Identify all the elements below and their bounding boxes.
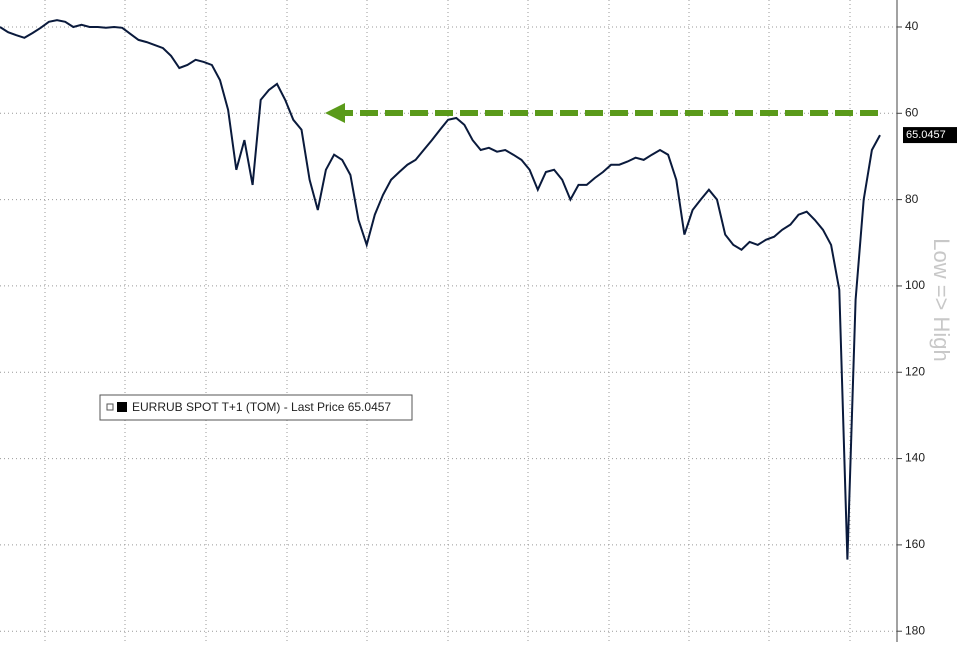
y-tick-label: 120: [905, 364, 925, 378]
arrow-head: [325, 103, 345, 123]
annotation: Low => High: [929, 238, 954, 362]
last-price-label: 65.0457: [906, 129, 946, 141]
y-tick-label: 180: [905, 623, 925, 637]
y-tick-label: 160: [905, 537, 925, 551]
legend-label: EURRUB SPOT T+1 (TOM) - Last Price 65.04…: [132, 400, 391, 414]
price-line: [0, 19, 881, 560]
y-tick-label: 140: [905, 451, 925, 465]
legend-swatch: [117, 402, 127, 412]
y-tick-label: 40: [905, 19, 919, 33]
last-price-box: [903, 127, 957, 144]
legend: EURRUB SPOT T+1 (TOM) - Last Price 65.04…: [99, 394, 413, 421]
plot: [0, 19, 881, 560]
y-tick-label: 80: [905, 192, 919, 206]
arrow: [325, 103, 878, 123]
vertical-grid: [0, 0, 897, 642]
legend-box: [99, 394, 413, 421]
y-tick-label: 60: [905, 105, 919, 119]
y-tick-label: 100: [905, 278, 925, 292]
legend-icon: [106, 403, 114, 411]
